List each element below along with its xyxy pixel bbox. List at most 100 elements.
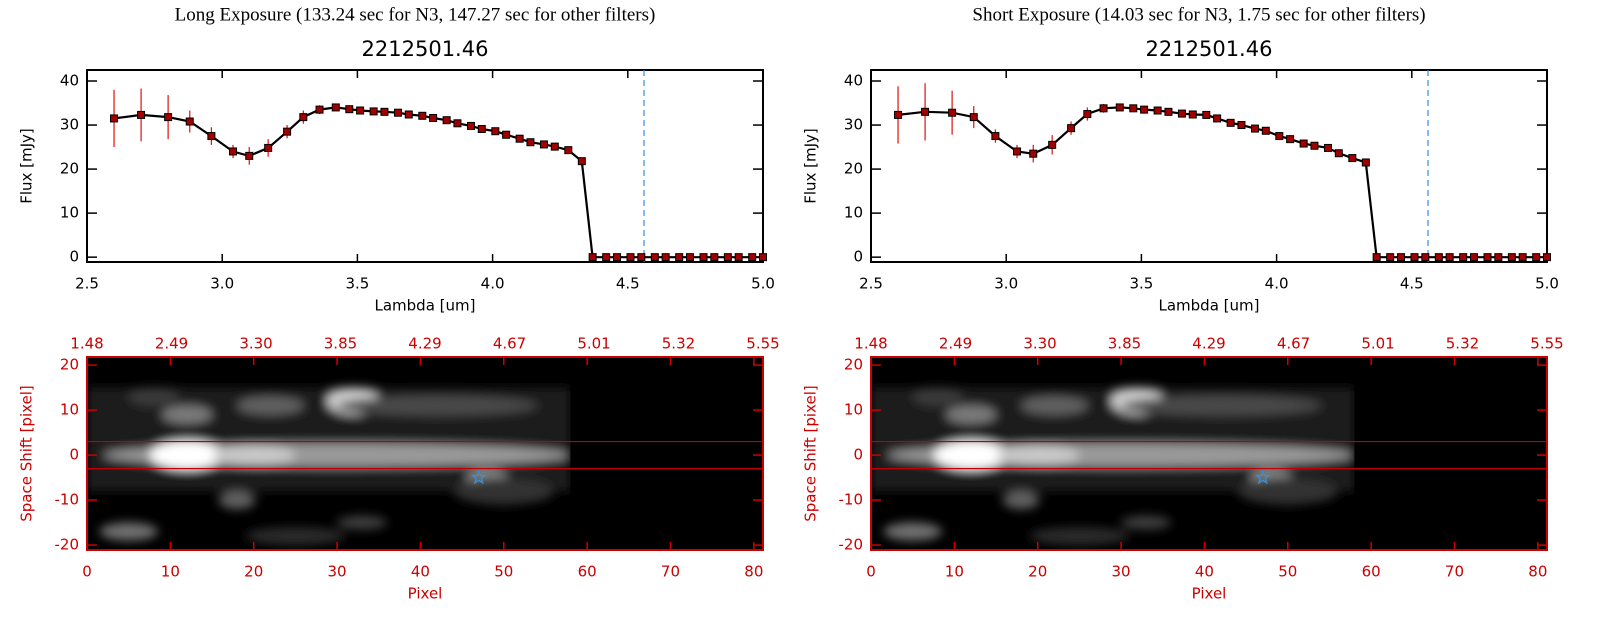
y-axis-label: Flux [mJy] bbox=[802, 128, 820, 204]
plot-frame bbox=[86, 356, 764, 551]
x-tick-label: 40 bbox=[1195, 563, 1214, 581]
flux-marker bbox=[1226, 118, 1235, 127]
flux-marker bbox=[1494, 253, 1503, 262]
flux-marker bbox=[661, 253, 670, 262]
flux-marker bbox=[1469, 253, 1478, 262]
flux-marker bbox=[1275, 132, 1284, 141]
image-feature bbox=[99, 522, 158, 541]
x-tick-label: 10 bbox=[161, 563, 180, 581]
object-id: 2212501.46 bbox=[362, 37, 489, 61]
flux-marker bbox=[491, 127, 500, 136]
top-tick-label: 1.48 bbox=[70, 335, 103, 353]
flux-marker bbox=[1410, 253, 1419, 262]
plot-frame bbox=[86, 69, 764, 263]
image-feature bbox=[149, 440, 225, 470]
image-feature bbox=[237, 396, 304, 415]
flux-marker bbox=[1459, 253, 1468, 262]
flux-marker bbox=[404, 110, 413, 119]
y-tick-label: 0 bbox=[69, 446, 79, 464]
flux-marker bbox=[1421, 253, 1430, 262]
x-tick-label: 4.5 bbox=[616, 275, 640, 293]
top-tick-label: 4.29 bbox=[1192, 335, 1225, 353]
spectral-image bbox=[871, 357, 1547, 550]
flux-marker bbox=[748, 253, 757, 262]
y-tick-label: 20 bbox=[844, 356, 863, 374]
flux-marker bbox=[283, 127, 292, 136]
flux-marker bbox=[207, 132, 216, 141]
flux-marker bbox=[991, 132, 1000, 141]
flux-marker bbox=[1434, 253, 1443, 262]
flux-marker bbox=[1483, 253, 1492, 262]
flux-marker bbox=[539, 140, 548, 149]
x-tick-label: 60 bbox=[1362, 563, 1381, 581]
flux-marker bbox=[1140, 105, 1149, 114]
y-tick-label: 10 bbox=[60, 401, 79, 419]
flux-marker bbox=[137, 110, 146, 119]
y-tick-label: 0 bbox=[853, 446, 863, 464]
x-tick-label: 0 bbox=[866, 563, 876, 581]
image-feature bbox=[1237, 477, 1338, 505]
flux-marker bbox=[894, 110, 903, 119]
image-feature bbox=[933, 440, 1009, 470]
x-tick-label: 60 bbox=[578, 563, 597, 581]
flux-marker bbox=[1323, 143, 1332, 152]
x-tick-label: 20 bbox=[244, 563, 263, 581]
flux-marker bbox=[699, 253, 708, 262]
x-tick-label: 4.0 bbox=[1265, 275, 1289, 293]
image-feature bbox=[337, 515, 388, 530]
flux-marker bbox=[1543, 253, 1551, 262]
y-axis-label: Flux [mJy] bbox=[18, 128, 36, 204]
flux-marker bbox=[356, 106, 365, 115]
x-axis-label: Pixel bbox=[408, 585, 443, 603]
x-tick-label: 5.0 bbox=[751, 275, 775, 293]
flux-marker bbox=[710, 253, 719, 262]
y-tick-label: 40 bbox=[60, 72, 79, 90]
top-tick-label: 2.49 bbox=[155, 335, 188, 353]
image-feature bbox=[883, 522, 942, 541]
flux-marker bbox=[1348, 154, 1357, 163]
flux-marker bbox=[264, 143, 273, 152]
flux-marker bbox=[921, 107, 930, 116]
y-tick-label: 40 bbox=[844, 72, 863, 90]
top-tick-label: 5.32 bbox=[1446, 335, 1479, 353]
flux-marker bbox=[550, 142, 559, 151]
flux-marker bbox=[1372, 253, 1381, 262]
top-tick-label: 5.55 bbox=[746, 335, 779, 353]
flux-marker bbox=[723, 253, 732, 262]
top-tick-label: 4.67 bbox=[1277, 335, 1310, 353]
image-cutoff bbox=[570, 357, 763, 550]
x-tick-label: 3.5 bbox=[1129, 275, 1153, 293]
top-tick-label: 2.49 bbox=[939, 335, 972, 353]
flux-marker bbox=[602, 253, 611, 262]
top-tick-label: 3.85 bbox=[1108, 335, 1141, 353]
image-feature bbox=[1121, 515, 1172, 530]
image-feature bbox=[128, 387, 179, 406]
plot-frame bbox=[870, 69, 1548, 263]
flux-marker bbox=[380, 107, 389, 116]
flux-marker bbox=[1115, 103, 1124, 112]
y-axis-label: Space Shift [pixel] bbox=[18, 385, 36, 522]
x-tick-label: 30 bbox=[1112, 563, 1131, 581]
x-tick-label: 2.5 bbox=[75, 275, 99, 293]
flux-marker bbox=[1177, 109, 1186, 118]
x-tick-label: 30 bbox=[328, 563, 347, 581]
image-feature bbox=[162, 405, 213, 424]
flux-marker bbox=[1261, 126, 1270, 135]
flux-marker bbox=[1213, 114, 1222, 123]
flux-marker bbox=[1310, 141, 1319, 150]
image-blobs bbox=[87, 387, 571, 546]
flux-marker bbox=[442, 116, 451, 125]
y-tick-label: 10 bbox=[844, 204, 863, 222]
y-axis-label: Space Shift [pixel] bbox=[802, 385, 820, 522]
top-tick-label: 5.32 bbox=[662, 335, 695, 353]
flux-marker bbox=[502, 130, 511, 139]
flux-marker bbox=[969, 113, 978, 122]
flux-marker bbox=[650, 253, 659, 262]
flux-marker bbox=[1518, 253, 1527, 262]
x-axis-label: Pixel bbox=[1192, 585, 1227, 603]
x-tick-label: 2.5 bbox=[859, 275, 883, 293]
y-tick-label: -10 bbox=[839, 491, 864, 509]
flux-marker bbox=[393, 108, 402, 117]
flux-marker bbox=[245, 151, 254, 160]
